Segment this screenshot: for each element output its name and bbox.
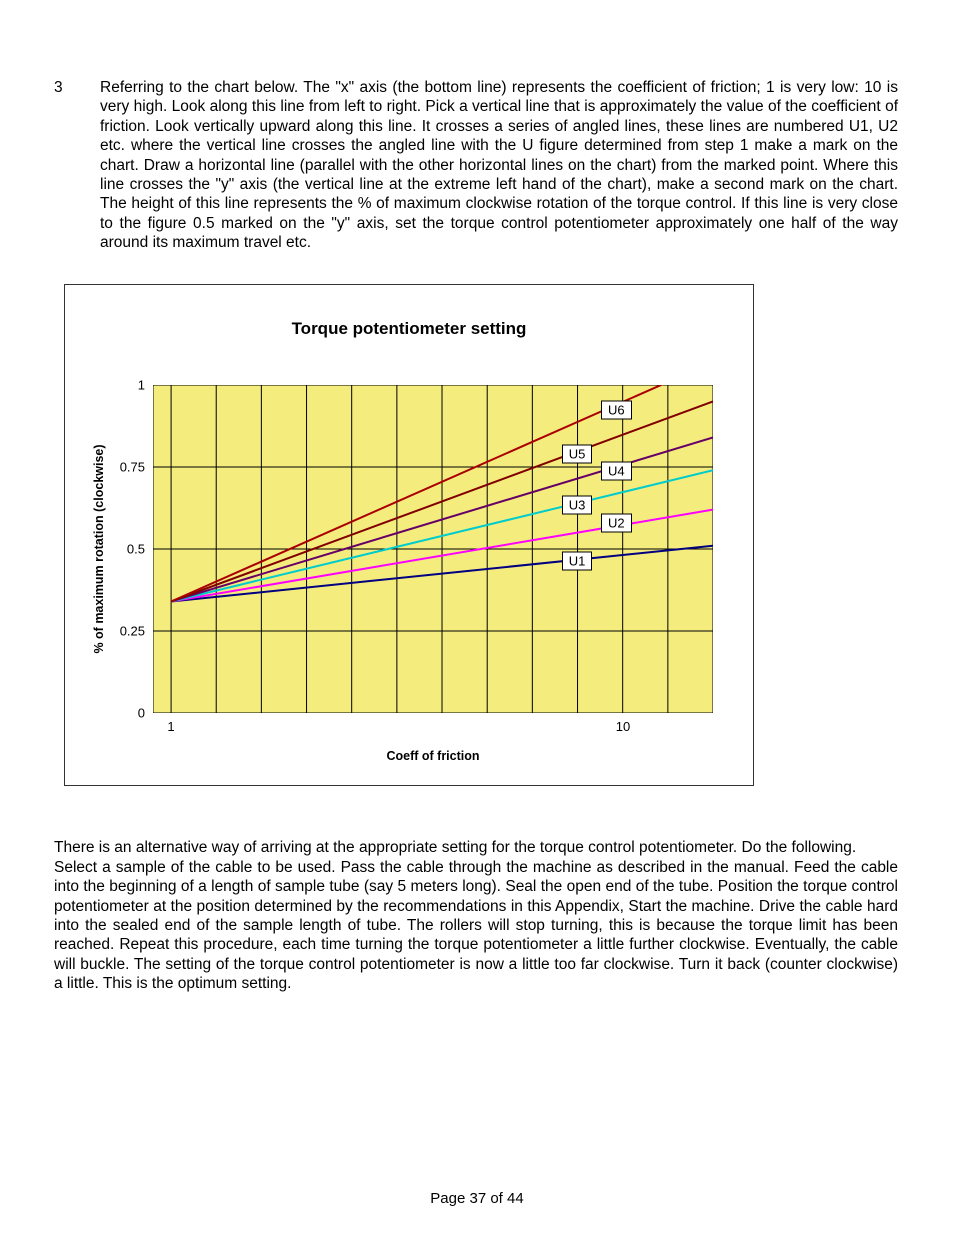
y-axis-label-container: % of maximum rotation (clockwise)	[89, 385, 109, 713]
x-tick-label: 1	[167, 713, 174, 734]
x-tick-label: 10	[616, 713, 630, 734]
para2-line: Select a sample of the cable to be used.…	[54, 859, 898, 992]
y-tick-label: 0	[138, 706, 153, 721]
plot-area: 00.250.50.751110U6U5U4U3U2U1	[153, 385, 713, 713]
y-axis-label: % of maximum rotation (clockwise)	[92, 445, 106, 654]
paragraph-1: Referring to the chart below. The "x" ax…	[100, 78, 898, 252]
series-label: U1	[562, 551, 593, 570]
chart-svg	[153, 385, 713, 713]
series-label: U4	[601, 461, 632, 480]
chart-container: Torque potentiometer setting % of maximu…	[64, 284, 754, 786]
x-axis-label: Coeff of friction	[153, 749, 713, 763]
list-number: 3	[54, 78, 100, 252]
series-label: U2	[601, 514, 632, 533]
series-label: U5	[562, 445, 593, 464]
page-footer: Page 37 of 44	[0, 1190, 954, 1207]
series-label: U3	[562, 496, 593, 515]
paragraph-2: There is an alternative way of arriving …	[54, 838, 898, 993]
numbered-paragraph: 3 Referring to the chart below. The "x" …	[54, 78, 898, 252]
y-tick-label: 0.25	[120, 624, 153, 639]
para2-line: There is an alternative way of arriving …	[54, 839, 856, 856]
chart-title: Torque potentiometer setting	[65, 319, 753, 339]
y-tick-label: 1	[138, 378, 153, 393]
y-tick-label: 0.75	[120, 460, 153, 475]
y-tick-label: 0.5	[127, 542, 153, 557]
series-label: U6	[601, 400, 632, 419]
